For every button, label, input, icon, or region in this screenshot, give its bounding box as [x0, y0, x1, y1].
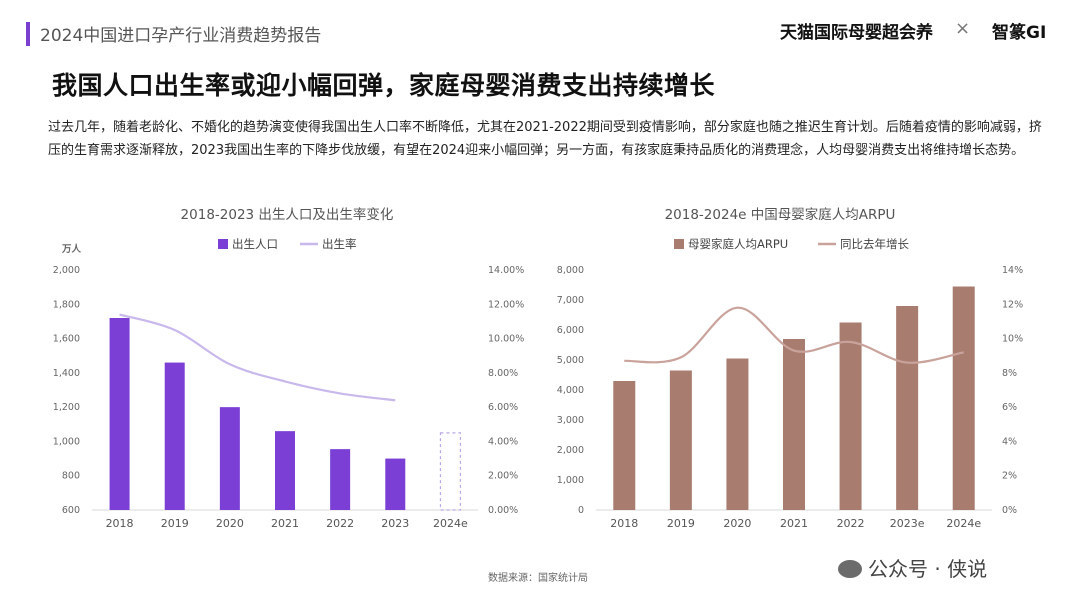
left-chart-ytick-right: 6.00% [488, 402, 518, 413]
right-chart-ytick-left: 6,000 [557, 325, 584, 336]
brand-separator: × [955, 18, 971, 39]
right-chart-bar [783, 339, 805, 510]
right-chart-ytick-left: 1,000 [557, 475, 584, 486]
left-chart-ytick-left: 600 [62, 505, 80, 516]
right-chart-ytick-right: 0% [1002, 505, 1017, 516]
left-chart-ytick-right: 8.00% [488, 368, 518, 379]
right-chart-bar [669, 370, 692, 510]
left-chart-ytick-left: 1,200 [53, 402, 80, 413]
right-chart-title: 2018-2024e 中国母婴家庭人均ARPU [665, 206, 896, 223]
wechat-icon [838, 560, 862, 578]
right-chart-legend-line-label: 同比去年增长 [840, 237, 909, 251]
title-accent-bar [26, 22, 30, 46]
left-chart-unit-label: 万人 [61, 243, 82, 255]
left-chart-title: 2018-2023 出生人口及出生率变化 [181, 206, 394, 223]
watermark-text: 公众号 · 侠说 [868, 557, 988, 581]
left-chart-xtick: 2018 [106, 517, 134, 530]
left-chart-bar-forecast [439, 432, 462, 511]
right-chart-ytick-right: 10% [1002, 334, 1023, 345]
left-chart-xtick: 2022 [326, 517, 354, 530]
right-chart-xtick: 2023e [890, 517, 925, 530]
right-chart-legend-bar-label: 母婴家庭人均ARPU [688, 237, 788, 251]
wechat-watermark: 公众号 · 侠说 [838, 553, 987, 582]
right-chart-legend-bar-swatch [674, 239, 684, 249]
left-chart-xtick: 2020 [216, 517, 244, 530]
right-chart-xtick: 2022 [837, 517, 865, 530]
right-chart-xtick: 2018 [610, 517, 638, 530]
left-chart-ytick-left: 1,000 [53, 436, 80, 447]
right-chart-ytick-left: 5,000 [557, 355, 584, 366]
left-chart-ytick-left: 1,600 [53, 334, 80, 345]
right-chart-ytick-left: 4,000 [557, 385, 584, 396]
brand-logo-tmall: 天猫国际母婴超会养 [780, 23, 933, 43]
right-chart-xtick: 2021 [780, 517, 808, 530]
right-chart-xtick: 2019 [667, 517, 695, 530]
brand-logo-partner: 智篆GI [992, 23, 1047, 43]
left-chart-bar [219, 407, 240, 510]
right-chart-bar [613, 381, 636, 510]
right-chart-bar [726, 358, 749, 510]
right-chart-ytick-right: 2% [1002, 471, 1017, 482]
right-chart-ytick-right: 12% [1002, 299, 1023, 310]
right-chart-ytick-right: 14% [1002, 265, 1023, 276]
left-chart-series-line [119, 313, 396, 402]
left-chart-ytick-right: 14.00% [488, 265, 524, 276]
right-chart-ytick-left: 3,000 [557, 415, 584, 426]
report-title: 2024中国进口孕产行业消费趋势报告 [40, 26, 322, 46]
page-headline: 我国人口出生率或迎小幅回弹，家庭母婴消费支出持续增长 [52, 71, 716, 100]
right-chart-ytick-left: 2,000 [557, 445, 584, 456]
right-chart-ytick-left: 7,000 [557, 295, 584, 306]
left-chart-ytick-left: 1,800 [53, 299, 80, 310]
left-chart-xtick: 2019 [161, 517, 189, 530]
left-chart-ytick-right: 10.00% [488, 334, 524, 345]
left-chart-ytick-left: 1,400 [53, 368, 80, 379]
left-chart-legend-bar-label: 出生人口 [232, 237, 278, 251]
left-chart-xtick: 2023 [381, 517, 409, 530]
left-chart-bar [275, 431, 295, 510]
left-chart-legend-line-label: 出生率 [322, 237, 357, 251]
left-chart-legend-bar-swatch [218, 239, 228, 249]
right-chart-series-line [624, 306, 964, 364]
intro-paragraph: 过去几年，随着老龄化、不婚化的趋势演变使得我国出生人口率不断降低，尤其在2021… [48, 120, 1042, 158]
left-chart-ytick-right: 2.00% [488, 471, 518, 482]
right-chart-ytick-left: 0 [578, 505, 584, 516]
left-chart-bar [330, 449, 351, 510]
left-chart-xtick: 2024e [433, 517, 468, 530]
left-chart-ytick-right: 12.00% [488, 299, 524, 310]
left-chart-xtick: 2021 [271, 517, 299, 530]
left-chart-ytick-right: 4.00% [488, 436, 518, 447]
left-chart-ytick-right: 0.00% [488, 505, 518, 516]
top-bar: 2024中国进口孕产行业消费趋势报告 天猫国际母婴超会养 × 智篆GI [0, 0, 1080, 60]
right-chart-bar [952, 286, 975, 510]
data-source-note: 数据来源：国家统计局 [488, 573, 588, 584]
right-chart-ytick-right: 6% [1002, 402, 1017, 413]
right-chart-xtick: 2020 [723, 517, 751, 530]
right-chart-ytick-right: 8% [1002, 368, 1017, 379]
left-chart-bar [109, 318, 130, 510]
left-chart-ytick-left: 800 [62, 471, 80, 482]
right-chart-xtick: 2024e [946, 517, 981, 530]
right-chart-bar [839, 322, 862, 510]
left-chart-bar [385, 458, 406, 510]
right-chart-ytick-right: 4% [1002, 436, 1017, 447]
left-chart-bar [164, 362, 185, 510]
left-chart-ytick-left: 2,000 [53, 265, 80, 276]
right-chart-ytick-left: 8,000 [557, 265, 584, 276]
right-chart-bar [896, 306, 919, 510]
